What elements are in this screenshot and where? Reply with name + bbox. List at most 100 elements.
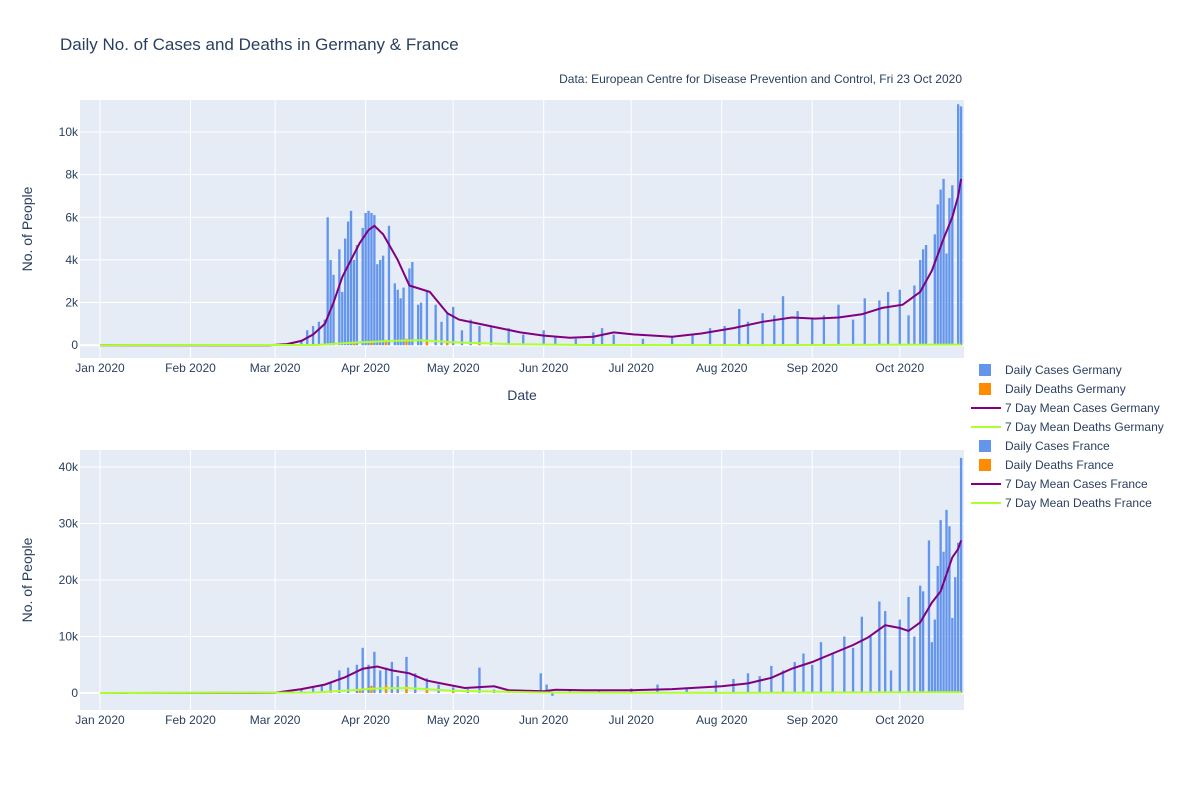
bar-daily-cases <box>320 684 324 694</box>
bar-daily-cases <box>414 673 417 694</box>
x-tick-label: May 2020 <box>427 361 480 375</box>
y-tick-label: 0 <box>71 686 78 700</box>
bar-daily-cases <box>355 664 359 694</box>
bar-daily-cases <box>379 670 382 694</box>
x-tick-label: Sep 2020 <box>787 713 839 727</box>
panel-germany: 0 2k 4k 6k 8k 10k Jan 2020 Feb 2020 Mar 2020 Apr … <box>19 100 964 403</box>
bar-daily-cases <box>338 249 341 346</box>
bar-daily-cases <box>886 291 890 346</box>
bar-daily-cases <box>851 319 855 346</box>
legend-label: 7 Day Mean Deaths Germany <box>1005 420 1164 434</box>
legend-item[interactable]: Daily Deaths Germany <box>979 382 1126 396</box>
bar-daily-cases <box>355 244 359 346</box>
bar-daily-cases <box>554 336 557 346</box>
bar-daily-cases <box>332 274 335 346</box>
bar-daily-cases <box>300 339 303 346</box>
bar-daily-cases <box>376 264 379 346</box>
y-axis-title: No. of People <box>19 186 35 271</box>
y-axis-title: No. of People <box>19 537 35 622</box>
x-tick-label: Apr 2020 <box>341 361 390 375</box>
bar-daily-cases <box>399 298 402 346</box>
bar-daily-cases <box>341 291 344 346</box>
bar-daily-cases <box>425 291 429 346</box>
legend-item[interactable]: 7 Day Mean Cases France <box>971 477 1148 491</box>
legend: Daily Cases Germany Daily Deaths Germany 7… <box>971 363 1164 510</box>
data-layer <box>99 104 963 347</box>
x-tick-label: Jun 2020 <box>519 713 569 727</box>
legend-label: Daily Deaths Germany <box>1005 382 1126 396</box>
bar-daily-cases <box>708 328 712 346</box>
bar-daily-cases <box>930 642 934 694</box>
legend-item[interactable]: 7 Day Mean Deaths France <box>971 496 1152 510</box>
bar-daily-cases <box>349 210 353 346</box>
bar-daily-cases <box>951 185 954 346</box>
bar-daily-cases <box>851 647 855 694</box>
bar-daily-cases <box>796 311 799 346</box>
y-tick-label: 40k <box>59 460 79 474</box>
bar-daily-cases <box>364 213 367 346</box>
bar-daily-cases <box>863 298 866 346</box>
bar-daily-cases <box>592 332 595 346</box>
bar-daily-cases <box>819 642 823 694</box>
bar-daily-cases <box>311 687 315 694</box>
bar-daily-cases <box>898 289 901 346</box>
bar-daily-cases <box>933 234 936 346</box>
bar-daily-cases <box>921 591 925 694</box>
legend-bar-swatch <box>979 459 991 471</box>
bar-daily-cases <box>437 684 440 694</box>
bar-daily-cases <box>381 255 385 346</box>
legend-item[interactable]: Daily Cases France <box>979 439 1110 453</box>
x-tick-label: Aug 2020 <box>696 713 748 727</box>
x-tick-label: Apr 2020 <box>341 713 390 727</box>
y-tick-label: 0 <box>71 338 78 352</box>
legend-item[interactable]: 7 Day Mean Cases Germany <box>971 401 1160 415</box>
bar-daily-cases <box>346 221 350 346</box>
y-tick-label: 2k <box>65 296 79 310</box>
bar-daily-cases <box>837 304 840 346</box>
bar-daily-cases <box>416 304 420 346</box>
bar-daily-cases <box>469 319 472 346</box>
bar-daily-cases <box>860 616 864 694</box>
line-7day-mean-cases <box>99 540 963 694</box>
bar-daily-cases <box>329 259 332 346</box>
bar-daily-cases <box>641 338 645 346</box>
bar-daily-cases <box>758 676 761 694</box>
legend-label: Daily Cases France <box>1005 439 1110 453</box>
legend-item[interactable]: Daily Cases Germany <box>979 363 1122 377</box>
x-tick-label: Oct 2020 <box>875 361 924 375</box>
bar-daily-cases <box>329 682 332 694</box>
legend-item[interactable]: Daily Deaths France <box>979 458 1114 472</box>
x-tick-label: Aug 2020 <box>696 361 748 375</box>
line-7day-mean-cases <box>100 178 963 347</box>
bar-daily-cases <box>954 577 957 694</box>
y-tick-label: 30k <box>59 516 79 530</box>
bar-daily-cases <box>811 664 814 694</box>
legend-label: 7 Day Mean Cases France <box>1005 477 1148 491</box>
y-tick-label: 6k <box>65 210 79 224</box>
bar-daily-cases <box>927 540 931 694</box>
legend-label: Daily Cases Germany <box>1005 363 1122 377</box>
bar-daily-cases <box>446 313 449 346</box>
bar-daily-cases <box>919 585 922 694</box>
bar-daily-cases <box>889 670 893 694</box>
bar-daily-cases <box>878 300 881 346</box>
bar-daily-cases <box>924 244 928 346</box>
bar-daily-cases <box>898 619 901 694</box>
bar-daily-cases <box>478 326 481 346</box>
bar-daily-cases <box>425 678 429 694</box>
bar-daily-cases <box>367 210 370 346</box>
bar-daily-cases <box>869 636 872 694</box>
bar-daily-deaths <box>425 340 429 346</box>
bar-daily-cases <box>811 317 814 346</box>
legend-item[interactable]: 7 Day Mean Deaths Germany <box>971 420 1164 434</box>
bar-daily-deaths <box>370 341 373 346</box>
bar-daily-cases <box>951 617 954 694</box>
bar-daily-cases <box>945 253 948 346</box>
bar-daily-cases <box>770 665 773 694</box>
bar-daily-cases <box>367 664 370 694</box>
bar-daily-deaths <box>446 342 449 346</box>
x-tick-label: Oct 2020 <box>875 713 924 727</box>
y-tick-label: 20k <box>59 573 79 587</box>
bar-daily-cases <box>956 104 960 346</box>
